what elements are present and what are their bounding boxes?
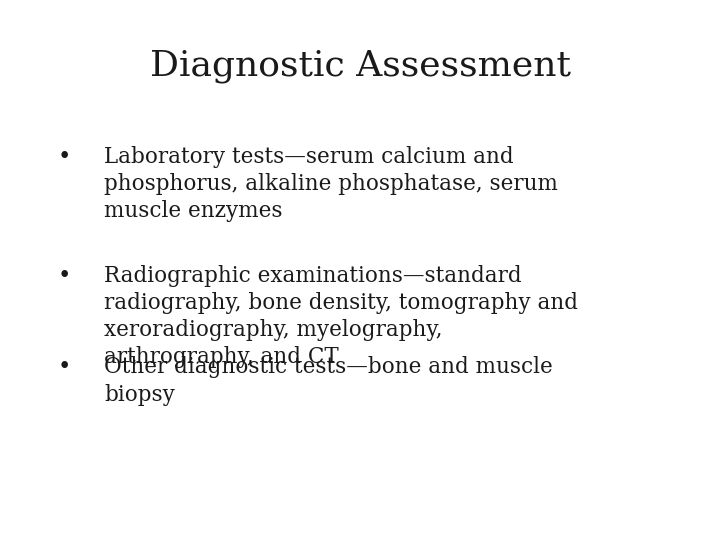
Text: •: • — [58, 146, 71, 168]
Text: Other diagnostic tests—bone and muscle
biopsy: Other diagnostic tests—bone and muscle b… — [104, 356, 553, 406]
Text: Radiographic examinations—standard
radiography, bone density, tomography and
xer: Radiographic examinations—standard radio… — [104, 265, 578, 368]
Text: Laboratory tests—serum calcium and
phosphorus, alkaline phosphatase, serum
muscl: Laboratory tests—serum calcium and phosp… — [104, 146, 558, 222]
Text: •: • — [58, 265, 71, 287]
Text: Diagnostic Assessment: Diagnostic Assessment — [150, 49, 570, 83]
Text: •: • — [58, 356, 71, 379]
